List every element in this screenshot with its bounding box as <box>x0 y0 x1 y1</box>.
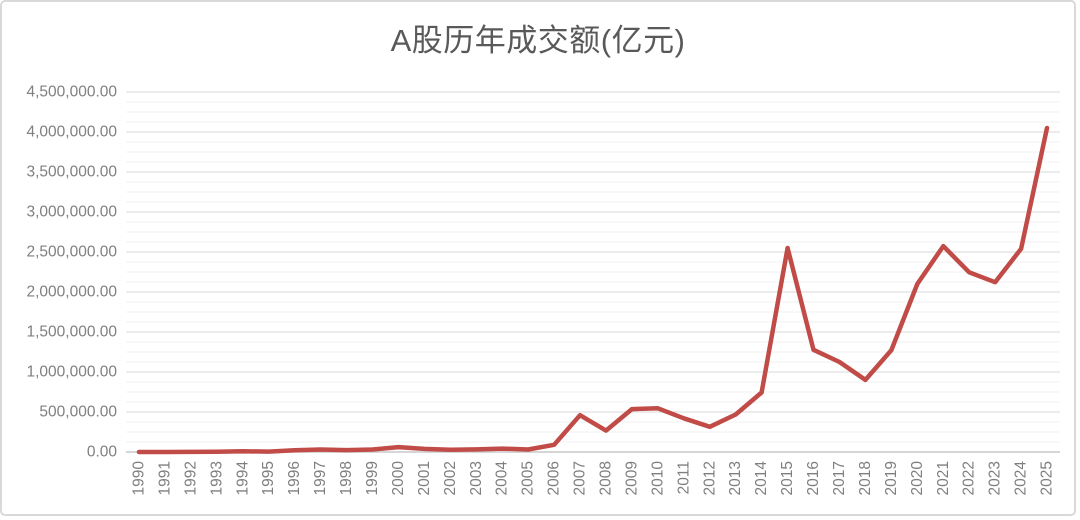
x-axis-tick-label: 1992 <box>182 461 199 495</box>
x-axis-tick-label: 2025 <box>1039 461 1056 495</box>
y-axis-tick-label: 3,000,000.00 <box>26 204 117 221</box>
x-axis-tick-label: 1998 <box>338 461 355 495</box>
x-axis-tick-label: 2000 <box>390 461 407 496</box>
y-axis-tick-label: 1,000,000.00 <box>26 364 117 381</box>
x-axis-tick-label: 2014 <box>753 461 770 496</box>
chart-title: A股历年成交额(亿元) <box>390 23 686 58</box>
y-axis-tick-label: 2,500,000.00 <box>26 244 117 261</box>
x-axis-tick-label: 1996 <box>286 461 303 495</box>
x-axis-tick-label: 2018 <box>857 461 874 495</box>
x-axis-tick-label: 2001 <box>416 461 433 495</box>
x-axis-tick-label: 2013 <box>727 461 744 495</box>
x-axis-tick-label: 1991 <box>156 461 173 495</box>
x-axis-tick-label: 2009 <box>623 461 640 495</box>
y-axis-tick-label: 2,000,000.00 <box>26 284 117 301</box>
x-axis-tick-label: 2011 <box>675 461 692 494</box>
data-series-line <box>136 125 1050 455</box>
y-axis-tick-label: 4,000,000.00 <box>26 124 117 141</box>
x-axis-tick-label: 1997 <box>312 461 329 495</box>
x-axis-tick-label: 2015 <box>779 461 796 495</box>
y-axis-tick-label: 4,500,000.00 <box>26 84 117 101</box>
x-axis-tick-label: 2008 <box>597 461 614 495</box>
x-axis-tick-label: 2016 <box>805 461 822 495</box>
x-axis-tick-label: 1995 <box>260 461 277 495</box>
x-axis-tick-label: 2002 <box>442 461 459 495</box>
x-axis-tick-label: 2024 <box>1013 461 1030 496</box>
x-axis-tick-label: 2003 <box>468 461 485 495</box>
y-axis-tick-label: 3,500,000.00 <box>26 164 117 181</box>
x-axis-tick-label: 2004 <box>494 461 511 496</box>
x-axis-tick-label: 1999 <box>364 461 381 495</box>
x-axis-tick-label: 2020 <box>909 461 926 496</box>
x-axis-tick-label: 2006 <box>546 461 563 495</box>
x-axis-tick-label: 2017 <box>831 461 848 495</box>
y-axis-tick-label: 0.00 <box>87 444 118 461</box>
x-axis-tick-label: 2012 <box>701 461 718 495</box>
x-axis-tick-label: 2010 <box>649 461 666 496</box>
x-axis-tick-label: 1994 <box>234 461 251 496</box>
x-axis-tick-label: 2023 <box>987 461 1004 495</box>
x-axis-tick-label: 2007 <box>572 461 589 495</box>
y-axis-tick-label: 500,000.00 <box>39 404 117 421</box>
x-axis-tick-label: 2005 <box>520 461 537 495</box>
y-axis-tick-label: 1,500,000.00 <box>26 324 117 341</box>
x-axis-tick-label: 1990 <box>130 461 147 496</box>
x-axis-tick-label: 2021 <box>935 461 952 495</box>
x-axis-tick-label: 2022 <box>961 461 978 495</box>
x-axis-tick-label: 2019 <box>883 461 900 495</box>
x-axis-tick-label: 1993 <box>208 461 225 495</box>
